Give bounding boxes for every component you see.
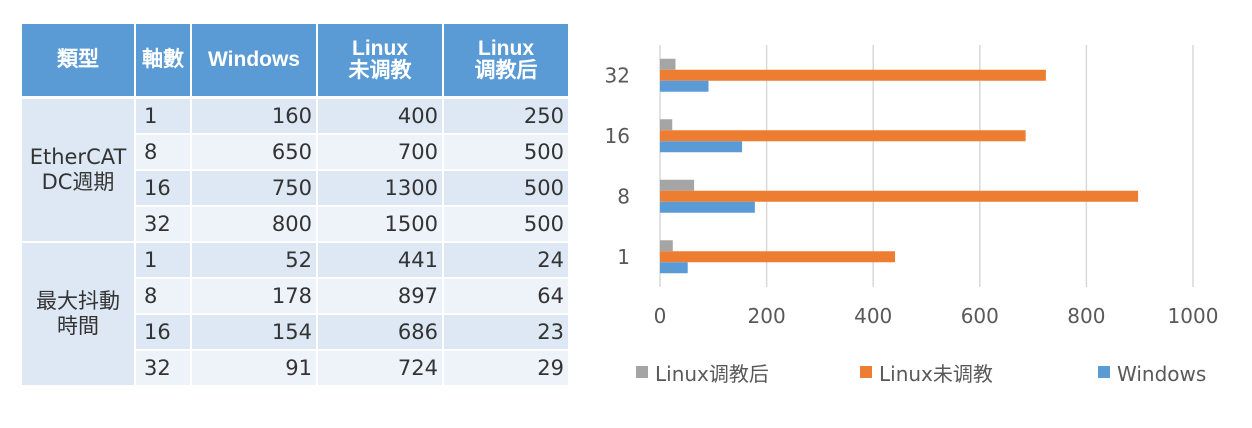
linux-untuned-cell: 700 [316, 133, 444, 171]
bar-linux-tuned [660, 119, 673, 131]
legend-swatch [860, 366, 872, 378]
windows-cell: 650 [190, 133, 318, 171]
type-label-jitter: 最大抖動 時間 [20, 241, 136, 387]
x-tick-label: 0 [654, 304, 667, 328]
table-row: 16 154 686 23 [21, 313, 570, 351]
linux-tuned-cell: 500 [442, 169, 570, 207]
bar-windows [660, 262, 688, 274]
bar-windows [660, 141, 743, 153]
category-label: 16 [605, 124, 630, 148]
table-header-row: 類型 軸數 Windows Linux 未调教 Linux 调教后 [20, 22, 570, 99]
bar-linux-untuned [660, 190, 1139, 202]
linux-tuned-cell: 24 [442, 241, 570, 279]
linux-tuned-cell: 23 [442, 313, 570, 351]
category-label: 8 [617, 184, 630, 208]
bar-linux-tuned [660, 179, 695, 191]
linux-untuned-cell: 400 [316, 96, 444, 135]
legend-label: Linux未调教 [879, 362, 993, 386]
chart-bars [660, 58, 1139, 274]
table-row: 32 800 1500 500 [21, 205, 570, 243]
table-row: 最大抖動 時間 1 52 441 24 [20, 241, 570, 387]
linux-untuned-cell: 686 [316, 313, 444, 351]
data-table-container: 類型 軸數 Windows Linux 未调教 Linux 调教后 EtherC… [20, 22, 570, 387]
linux-untuned-cell: 1500 [316, 205, 444, 243]
linux-untuned-cell: 724 [316, 349, 444, 387]
bar-linux-untuned [660, 69, 1046, 81]
chart-gridlines [659, 45, 1194, 287]
type-label-cycle: EtherCAT DC週期 [20, 96, 136, 243]
axis-cell: 32 [134, 205, 192, 243]
chart-legend: Linux调教后 Linux未调教 Windows [636, 362, 1206, 386]
table-row: 8 650 700 500 [21, 133, 570, 171]
axis-cell: 32 [134, 349, 192, 387]
horizontal-bar-chart: 1 8 16 32 0 200 400 600 800 1000 Linux调教后 Linux未调… [605, 45, 1219, 386]
windows-cell: 52 [190, 241, 318, 279]
axis-cell: 8 [134, 133, 192, 171]
axis-cell: 1 [134, 241, 192, 279]
windows-cell: 750 [190, 169, 318, 207]
bar-linux-untuned [660, 130, 1026, 142]
chart-x-tick-labels: 0 200 400 600 800 1000 [654, 304, 1219, 328]
x-tick-label: 400 [854, 304, 892, 328]
legend-swatch [1098, 366, 1110, 378]
bar-linux-untuned [660, 251, 896, 263]
linux-untuned-cell: 897 [316, 277, 444, 315]
linux-tuned-cell: 500 [442, 133, 570, 171]
bar-linux-tuned [660, 58, 676, 70]
linux-tuned-cell: 29 [442, 349, 570, 387]
legend-label: Windows [1117, 362, 1206, 386]
x-tick-label: 1000 [1168, 304, 1219, 328]
linux-tuned-cell: 250 [442, 96, 570, 135]
axis-cell: 16 [134, 313, 192, 351]
bar-linux-tuned [660, 240, 673, 252]
windows-cell: 800 [190, 205, 318, 243]
table-row: 32 91 724 29 [21, 349, 570, 387]
axis-cell: 16 [134, 169, 192, 207]
linux-untuned-cell: 1300 [316, 169, 444, 207]
windows-cell: 160 [190, 96, 318, 135]
header-windows: Windows [190, 22, 318, 99]
bar-windows [660, 80, 709, 92]
header-axis: 軸數 [134, 22, 192, 99]
linux-tuned-cell: 64 [442, 277, 570, 315]
header-linux-tuned: Linux 调教后 [442, 22, 570, 99]
table-row: 16 750 1300 500 [21, 169, 570, 207]
legend-swatch [636, 366, 648, 378]
table-row: 8 178 897 64 [21, 277, 570, 315]
x-tick-label: 600 [961, 304, 999, 328]
chart-category-labels: 1 8 16 32 [605, 63, 630, 269]
axis-cell: 1 [134, 96, 192, 135]
x-tick-label: 200 [748, 304, 786, 328]
windows-cell: 154 [190, 313, 318, 351]
x-tick-label: 800 [1067, 304, 1105, 328]
linux-tuned-cell: 500 [442, 205, 570, 243]
axis-cell: 8 [134, 277, 192, 315]
header-linux-untuned: Linux 未调教 [316, 22, 444, 99]
windows-cell: 91 [190, 349, 318, 387]
table-row: EtherCAT DC週期 1 160 400 250 [20, 96, 570, 243]
windows-cell: 178 [190, 277, 318, 315]
category-label: 32 [605, 63, 630, 87]
category-label: 1 [617, 245, 630, 269]
jitter-table: 類型 軸數 Windows Linux 未调教 Linux 调教后 EtherC… [20, 22, 570, 387]
legend-label: Linux调教后 [655, 362, 769, 386]
bar-windows [660, 201, 755, 213]
header-type: 類型 [20, 22, 136, 99]
linux-untuned-cell: 441 [316, 241, 444, 279]
